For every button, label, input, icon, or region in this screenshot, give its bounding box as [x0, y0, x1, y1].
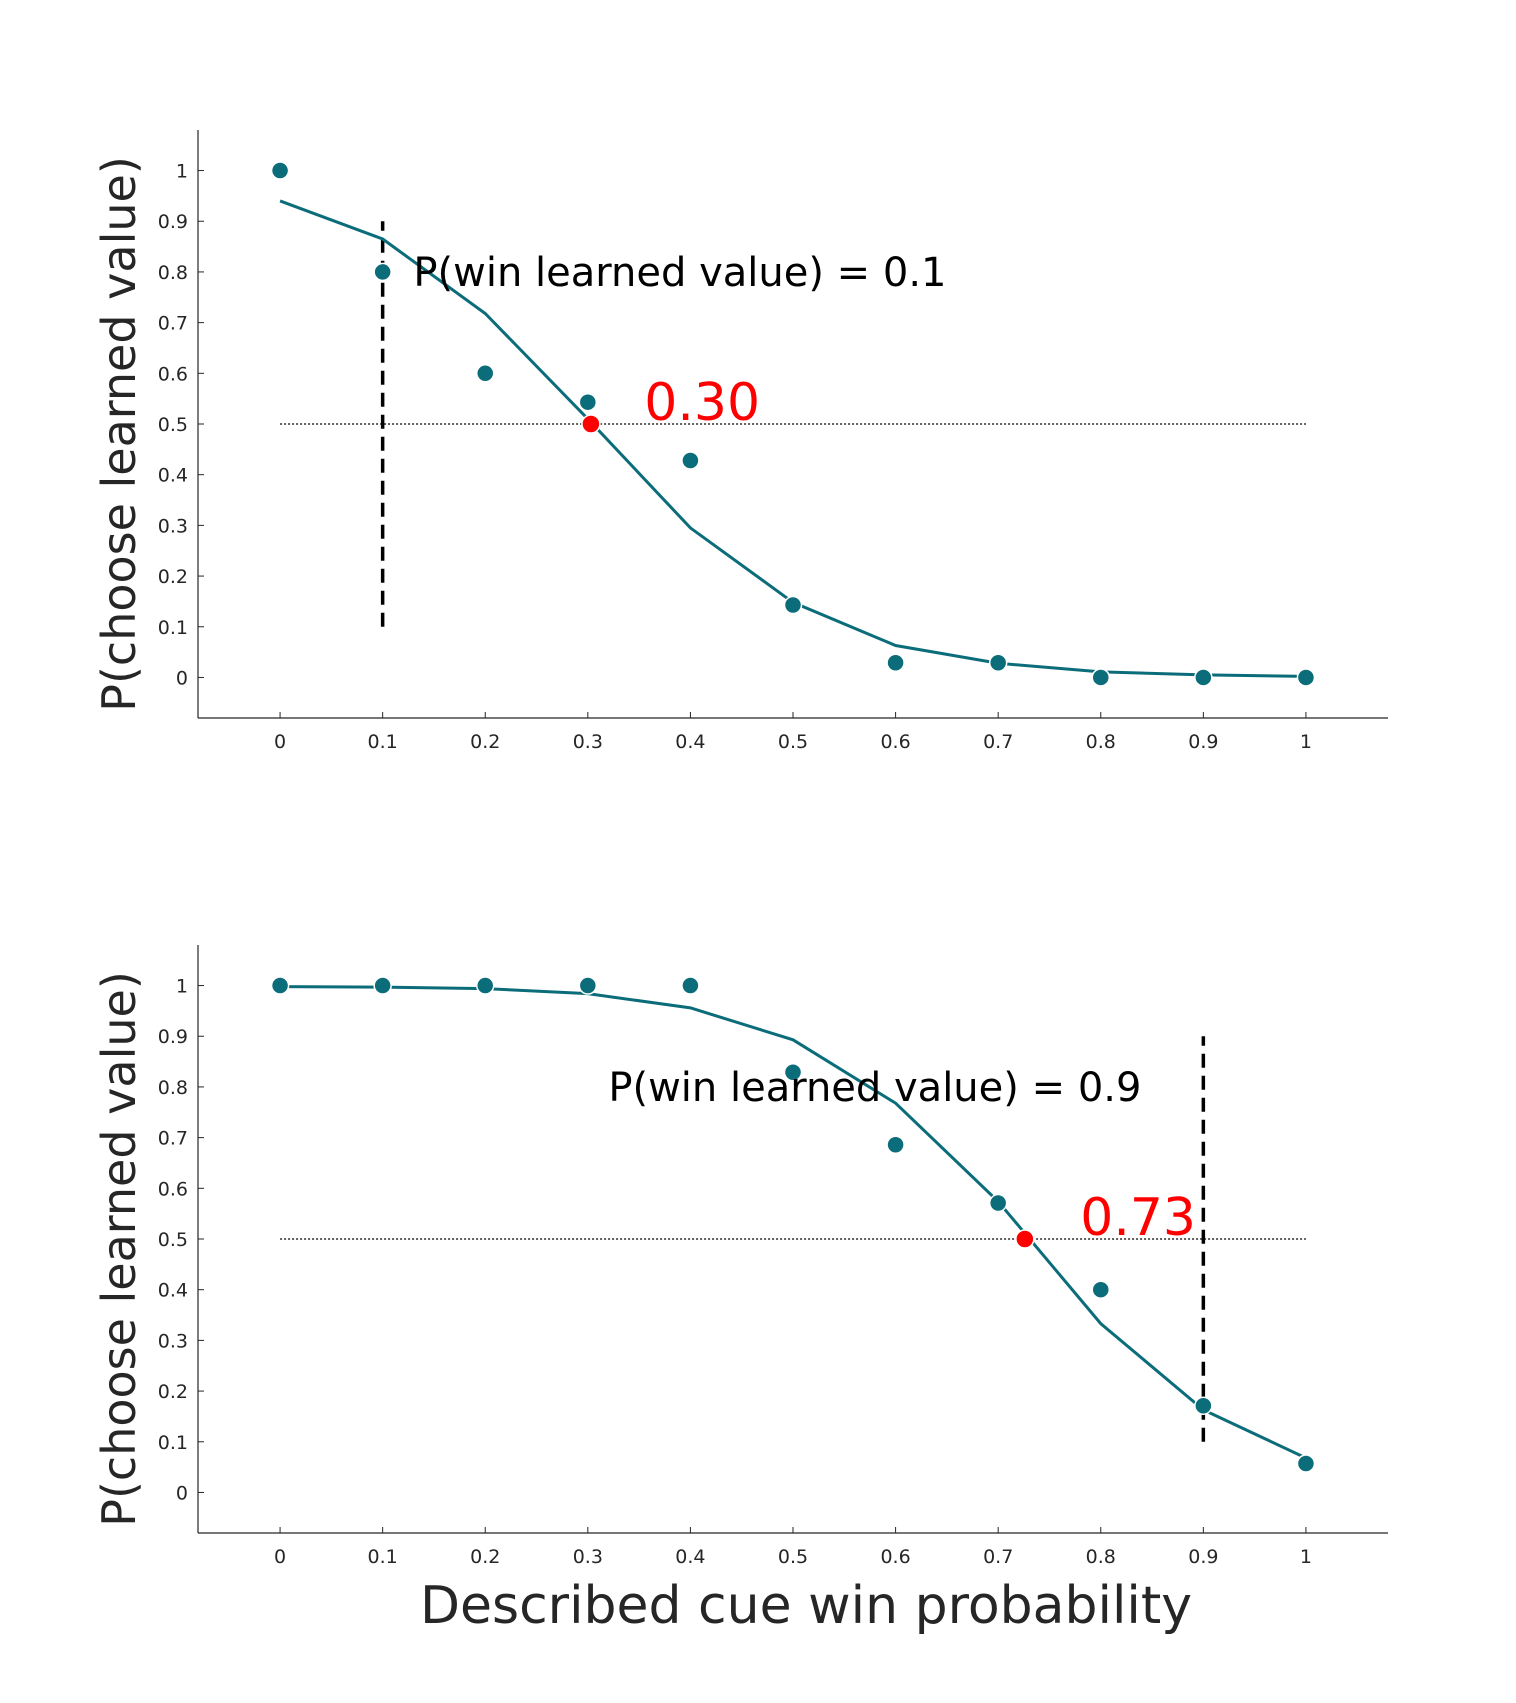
fit-curve [280, 985, 1307, 1460]
y-tick-label: 0.2 [158, 1381, 188, 1403]
data-point [578, 976, 598, 995]
x-tick-label: 1 [1300, 731, 1312, 753]
data-point [886, 653, 905, 672]
y-tick-label: 0 [176, 667, 188, 689]
data-point [1296, 1454, 1316, 1473]
x-tick-label: 0.4 [675, 731, 705, 753]
x-tick-label: 0.8 [1086, 731, 1116, 753]
data-point [783, 595, 803, 615]
y-tick-label: 0.4 [158, 465, 188, 487]
y-tick-label: 0.5 [158, 414, 188, 436]
x-tick-label: 0.1 [368, 731, 398, 753]
y-tick-label: 0.8 [158, 1077, 188, 1099]
data-point [988, 653, 1008, 672]
y-tick-label: 1 [176, 161, 188, 183]
threshold-label: 0.73 [1080, 1188, 1196, 1248]
data-point [1296, 668, 1316, 687]
y-tick-label: 0 [176, 1482, 188, 1504]
x-tick-label: 0.9 [1188, 731, 1218, 753]
learned-value-annotation: P(win learned value) = 0.1 [413, 250, 946, 296]
y-tick-label: 0.1 [158, 1432, 188, 1454]
learned-value-annotation: P(win learned value) = 0.9 [608, 1065, 1141, 1111]
data-point [681, 976, 700, 995]
x-tick-label: 0.1 [368, 1546, 398, 1568]
y-tick-label: 0.9 [158, 1026, 188, 1048]
x-tick-label: 0.4 [675, 1546, 705, 1568]
data-point [373, 976, 392, 995]
chart-panel-1: 00.10.20.30.40.50.60.70.80.910 0.1 0.2 0.3 0… [92, 130, 1388, 753]
threshold-point [1015, 1229, 1035, 1249]
data-point [1194, 1396, 1213, 1416]
data-point [1091, 1280, 1111, 1299]
data-point [681, 451, 700, 470]
data-point [270, 161, 290, 180]
data-point [1091, 668, 1111, 687]
x-tick-label: 0.3 [573, 1546, 603, 1568]
threshold-label: 0.30 [644, 373, 760, 433]
x-tick-label: 1 [1300, 1546, 1312, 1568]
x-axis-label: Described cue win probability [420, 1576, 1192, 1636]
x-tick-label: 0.3 [573, 731, 603, 753]
y-tick-label: 0.8 [158, 262, 188, 284]
x-tick-label: 0.5 [778, 1546, 808, 1568]
x-tick-label: 0.8 [1086, 1546, 1116, 1568]
data-point [886, 1135, 905, 1154]
y-tick-label: 0.6 [158, 1178, 188, 1200]
x-tick-label: 0.5 [778, 731, 808, 753]
chart-panel-2: 0 0.1 0.2 0.3 0.4 0.5 0.6 0.7 0.8 0.9 1 0 0.1 0.2 0.3 0… [92, 945, 1388, 1636]
data-point [578, 392, 598, 412]
y-tick-label: 0.5 [158, 1229, 188, 1251]
x-tick-label: 0.6 [880, 731, 910, 753]
y-tick-label: 0.3 [158, 1330, 188, 1352]
x-tick-label: 0.9 [1188, 1546, 1218, 1568]
threshold-point [581, 414, 601, 434]
y-tick-label: 0.1 [158, 617, 188, 639]
y-tick-label: 0.9 [158, 211, 188, 233]
data-point [988, 1193, 1008, 1213]
y-tick-label: 0.2 [158, 566, 188, 588]
y-tick-label: 0.6 [158, 363, 188, 385]
y-axis-label: P(choose learned value) [92, 971, 146, 1527]
y-tick-label: 0.4 [158, 1280, 188, 1302]
x-tick-label: 0 [274, 731, 286, 753]
x-tick-label: 0.2 [470, 1546, 500, 1568]
y-tick-label: 0.7 [158, 313, 188, 335]
y-tick-label: 0.3 [158, 515, 188, 537]
data-point [475, 364, 495, 383]
x-tick-label: 0.6 [880, 1546, 910, 1568]
data-point [1194, 668, 1213, 687]
data-point [783, 1062, 803, 1082]
x-tick-label: 0 [274, 1546, 286, 1568]
data-point [270, 976, 290, 995]
y-axis-label: P(choose learned value) [92, 156, 146, 712]
y-tick-label: 0.7 [158, 1128, 188, 1150]
y-tick-label: 1 [176, 976, 188, 998]
data-point [475, 976, 495, 995]
x-tick-label: 0.7 [983, 731, 1013, 753]
x-tick-label: 0.7 [983, 1546, 1013, 1568]
data-point [373, 262, 392, 282]
x-tick-label: 0.2 [470, 731, 500, 753]
